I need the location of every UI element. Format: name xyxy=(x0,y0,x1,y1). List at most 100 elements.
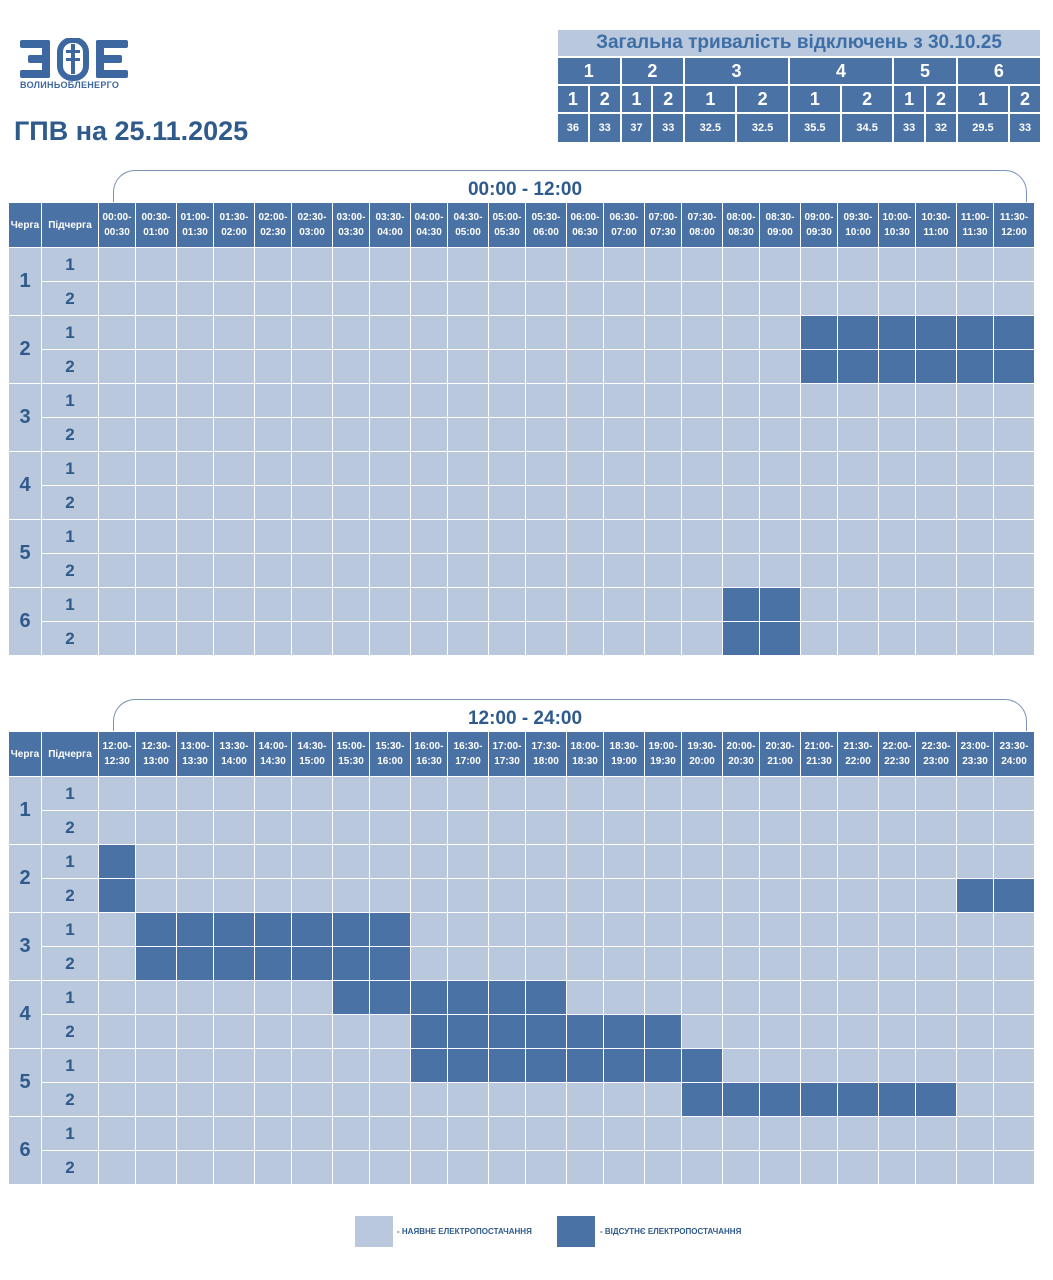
slot-cell-power xyxy=(837,383,879,418)
slot-cell-power xyxy=(644,451,682,486)
summary-duration-value: 33 xyxy=(587,112,622,144)
slot-cell-power xyxy=(566,776,604,811)
slot-cell-outage xyxy=(759,621,801,656)
slot-cell-power xyxy=(681,844,723,879)
slot-cell-power xyxy=(722,1150,760,1185)
slot-cell-power xyxy=(447,810,489,845)
slot-cell-power xyxy=(603,315,645,350)
slot-cell-power xyxy=(644,383,682,418)
slot-cell-power xyxy=(488,553,526,588)
slot-cell-power xyxy=(213,315,255,350)
slot-cell-power xyxy=(176,349,214,384)
slot-cell-power xyxy=(837,519,879,554)
slot-cell-outage xyxy=(447,1014,489,1049)
slot-cell-power xyxy=(98,1082,136,1117)
slot-cell-power xyxy=(993,485,1035,520)
slot-cell-power xyxy=(410,417,448,452)
slot-cell-power xyxy=(681,315,723,350)
slot-cell-power xyxy=(993,281,1035,316)
slot-cell-power xyxy=(956,417,994,452)
time-slot-header: 08:30-09:00 xyxy=(759,202,801,248)
slot-cell-power xyxy=(254,247,292,282)
slot-cell-power xyxy=(369,451,411,486)
subqueue-label: 2 xyxy=(41,417,99,452)
slot-cell-power xyxy=(800,247,838,282)
slot-cell-power xyxy=(837,621,879,656)
slot-cell-power xyxy=(800,878,838,913)
time-slot-header: 16:00-16:30 xyxy=(410,731,448,777)
slot-cell-power xyxy=(98,1014,136,1049)
slot-cell-power xyxy=(254,1150,292,1185)
slot-cell-power xyxy=(800,912,838,947)
slot-cell-power xyxy=(525,621,567,656)
slot-cell-power xyxy=(681,349,723,384)
slot-cell-outage xyxy=(369,980,411,1015)
time-slot-header: 09:00-09:30 xyxy=(800,202,838,248)
slot-cell-power xyxy=(878,946,916,981)
slot-cell-power xyxy=(525,1082,567,1117)
slot-cell-power xyxy=(135,485,177,520)
slot-cell-power xyxy=(956,621,994,656)
slot-cell-power xyxy=(488,1082,526,1117)
time-slot-header: 01:00-01:30 xyxy=(176,202,214,248)
time-slot-header: 05:00-05:30 xyxy=(488,202,526,248)
slot-cell-power xyxy=(135,519,177,554)
slot-cell-power xyxy=(681,485,723,520)
slot-cell-power xyxy=(644,247,682,282)
schedule-grid: Черга Підчерга 12:00-12:30 12:30-13:00 13:00… xyxy=(8,731,1035,1185)
slot-cell-power xyxy=(447,912,489,947)
slot-cell-power xyxy=(837,912,879,947)
time-slot-header: 05:30-06:00 xyxy=(525,202,567,248)
slot-cell-power xyxy=(254,451,292,486)
slot-cell-power xyxy=(488,810,526,845)
slot-cell-power xyxy=(878,485,916,520)
slot-cell-power xyxy=(956,383,994,418)
slot-cell-power xyxy=(135,776,177,811)
slot-cell-power xyxy=(566,844,604,879)
slot-cell-power xyxy=(135,1082,177,1117)
slot-cell-power xyxy=(369,247,411,282)
subqueue-label: 1 xyxy=(41,587,99,622)
slot-cell-power xyxy=(488,621,526,656)
slot-cell-power xyxy=(603,844,645,879)
slot-cell-power xyxy=(566,587,604,622)
slot-cell-power xyxy=(213,1014,255,1049)
summary-duration-value: 33 xyxy=(1008,112,1042,144)
slot-cell-power xyxy=(332,383,370,418)
slot-cell-power xyxy=(410,383,448,418)
slot-cell-power xyxy=(213,519,255,554)
slot-cell-power xyxy=(837,878,879,913)
slot-cell-power xyxy=(98,349,136,384)
slot-cell-power xyxy=(722,980,760,1015)
slot-cell-power xyxy=(332,451,370,486)
slot-cell-power xyxy=(566,553,604,588)
slot-cell-outage xyxy=(915,1082,957,1117)
slot-cell-power xyxy=(254,417,292,452)
slot-cell-power xyxy=(759,1150,801,1185)
slot-cell-power xyxy=(254,844,292,879)
slot-cell-outage xyxy=(681,1082,723,1117)
slot-cell-power xyxy=(759,1116,801,1151)
slot-cell-power xyxy=(410,485,448,520)
summary-duration-value: 36 xyxy=(556,112,590,144)
queue-label: 3 xyxy=(8,383,42,452)
slot-cell-power xyxy=(213,776,255,811)
slot-cell-power xyxy=(135,349,177,384)
slot-cell-power xyxy=(176,1048,214,1083)
slot-cell-power xyxy=(722,810,760,845)
slot-cell-power xyxy=(566,912,604,947)
slot-cell-power xyxy=(98,383,136,418)
slot-cell-power xyxy=(135,383,177,418)
slot-cell-outage xyxy=(603,1048,645,1083)
slot-cell-outage xyxy=(915,315,957,350)
time-slot-header: 22:30-23:00 xyxy=(915,731,957,777)
slot-cell-power xyxy=(878,878,916,913)
slot-cell-power xyxy=(332,844,370,879)
slot-cell-power xyxy=(837,417,879,452)
slot-cell-power xyxy=(956,912,994,947)
slot-cell-power xyxy=(135,451,177,486)
slot-cell-power xyxy=(993,587,1035,622)
slot-cell-power xyxy=(332,315,370,350)
slot-cell-outage xyxy=(915,349,957,384)
slot-cell-power xyxy=(176,878,214,913)
